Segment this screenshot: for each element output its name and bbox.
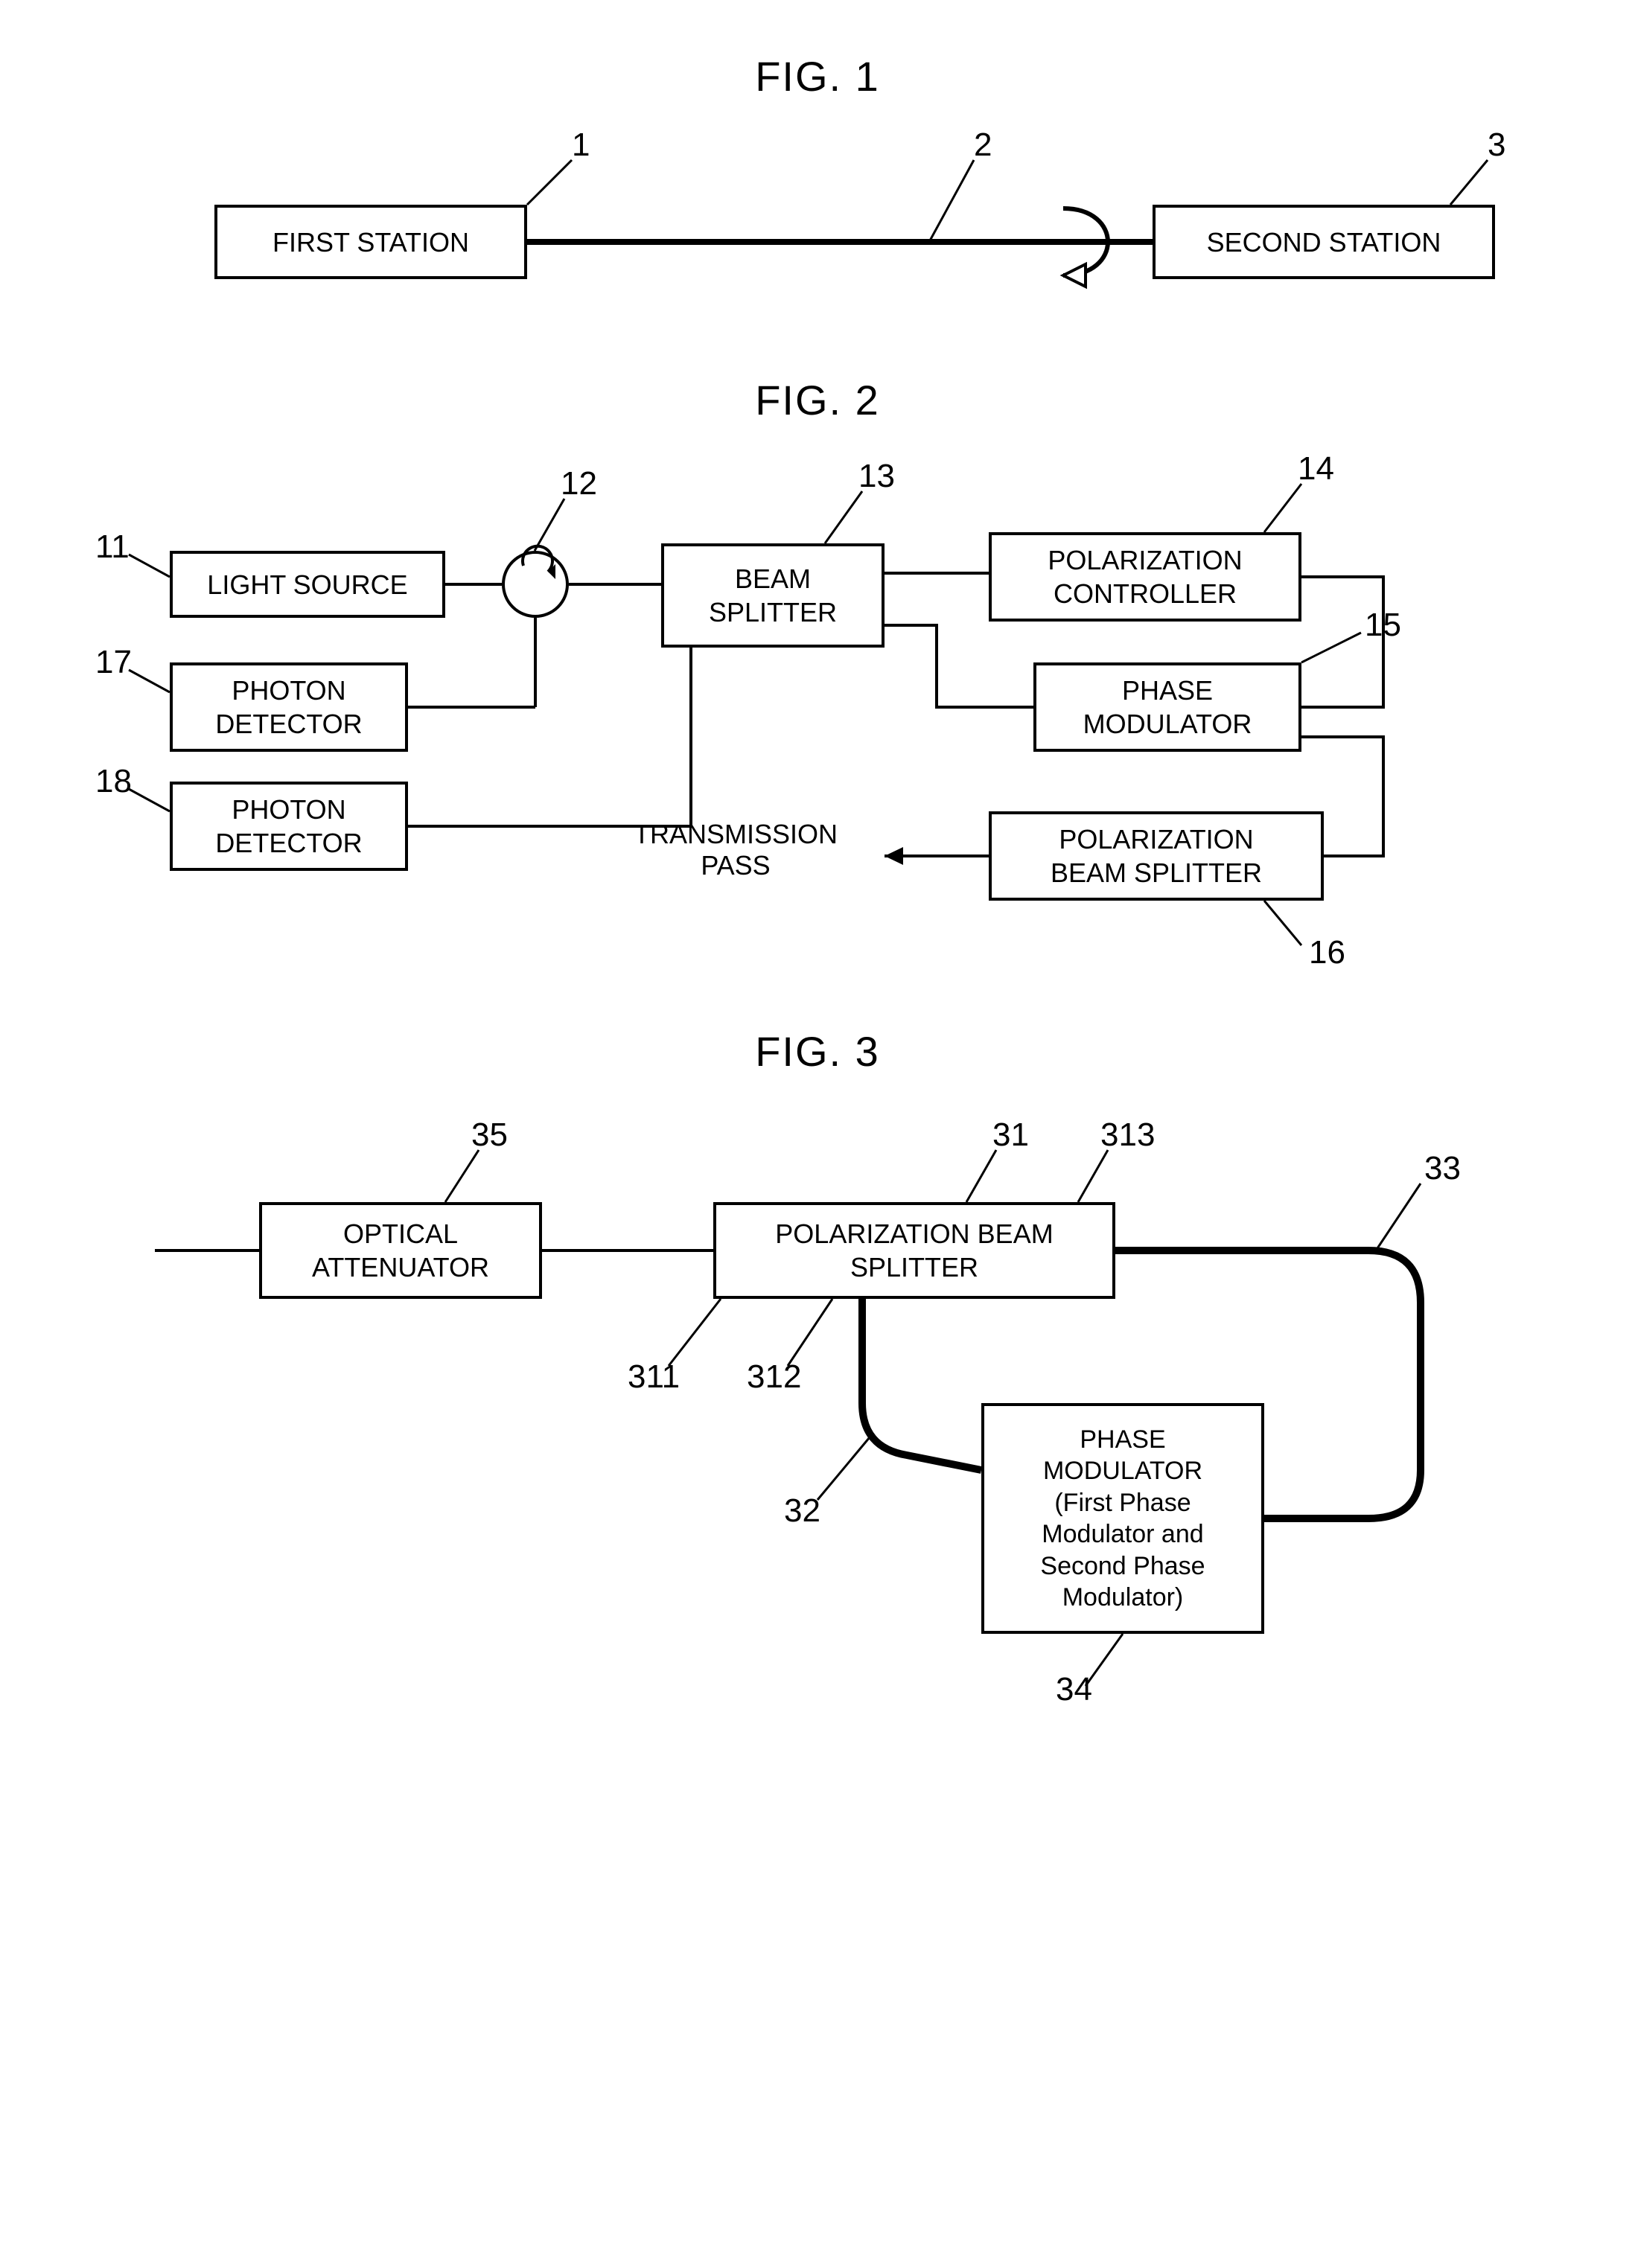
transmission-pass-label: TRANSMISSION PASS (609, 819, 862, 881)
fig3-label-32: 32 (784, 1492, 820, 1530)
pbs-box: POLARIZATION BEAM SPLITTER (989, 811, 1324, 901)
fig2-label-18: 18 (95, 763, 132, 800)
fig3-label-313: 313 (1100, 1117, 1155, 1154)
fig2-diagram: LIGHT SOURCE BEAM SPLITTER POLARIZATION … (73, 454, 1562, 1020)
fig3-diagram: OPTICAL ATTENUATOR POLARIZATION BEAM SPL… (73, 1105, 1562, 1701)
fig3-label-312: 312 (747, 1358, 801, 1396)
fig1-diagram: FIRST STATION SECOND STATION 1 2 3 (110, 130, 1525, 354)
fig3-pbs-box: POLARIZATION BEAM SPLITTER (713, 1202, 1115, 1299)
fig3-label-311: 311 (628, 1358, 680, 1396)
fig3-label-34: 34 (1056, 1671, 1092, 1708)
fig3-label-35: 35 (471, 1117, 508, 1154)
light-source-label: LIGHT SOURCE (207, 568, 407, 601)
fig1-label-1: 1 (572, 127, 590, 164)
beam-splitter-box: BEAM SPLITTER (661, 543, 885, 648)
first-station-label: FIRST STATION (272, 226, 469, 259)
second-station-label: SECOND STATION (1207, 226, 1441, 259)
fig2-label-13: 13 (858, 458, 895, 495)
circulator (502, 551, 569, 618)
fig2-label-11: 11 (95, 528, 130, 566)
polarization-controller-label: POLARIZATION CONTROLLER (1048, 543, 1242, 610)
fig1-label-3: 3 (1488, 127, 1505, 164)
fig2-label-14: 14 (1298, 450, 1334, 488)
beam-splitter-label: BEAM SPLITTER (709, 562, 837, 629)
optical-attenuator-label: OPTICAL ATTENUATOR (312, 1217, 489, 1284)
fig2-title: FIG. 2 (30, 376, 1605, 424)
fig1-title: FIG. 1 (30, 52, 1605, 100)
second-station-box: SECOND STATION (1153, 205, 1495, 279)
photon-detector-1-box: PHOTON DETECTOR (170, 662, 408, 752)
fig1-label-2: 2 (974, 127, 992, 164)
fig2-label-12: 12 (561, 465, 597, 502)
fig3-svg (73, 1105, 1562, 1701)
fig3-phase-modulator-box: PHASE MODULATOR (First Phase Modulator a… (981, 1403, 1264, 1634)
photon-detector-2-label: PHOTON DETECTOR (215, 793, 362, 860)
phase-modulator-box: PHASE MODULATOR (1033, 662, 1301, 752)
fig2-label-15: 15 (1365, 607, 1401, 644)
fig3-title: FIG. 3 (30, 1027, 1605, 1076)
fig2-label-17: 17 (95, 644, 132, 681)
fig2-label-16: 16 (1309, 934, 1345, 971)
phase-modulator-label: PHASE MODULATOR (1083, 674, 1252, 741)
light-source-box: LIGHT SOURCE (170, 551, 445, 618)
photon-detector-2-box: PHOTON DETECTOR (170, 782, 408, 871)
photon-detector-1-label: PHOTON DETECTOR (215, 674, 362, 741)
polarization-controller-box: POLARIZATION CONTROLLER (989, 532, 1301, 622)
fig3-phase-modulator-label: PHASE MODULATOR (First Phase Modulator a… (1040, 1424, 1205, 1614)
first-station-box: FIRST STATION (214, 205, 527, 279)
fig3-label-31: 31 (992, 1117, 1029, 1154)
fig3-label-33: 33 (1424, 1150, 1461, 1187)
optical-attenuator-box: OPTICAL ATTENUATOR (259, 1202, 542, 1299)
fig3-pbs-label: POLARIZATION BEAM SPLITTER (775, 1217, 1053, 1284)
pbs-label: POLARIZATION BEAM SPLITTER (1051, 822, 1262, 889)
